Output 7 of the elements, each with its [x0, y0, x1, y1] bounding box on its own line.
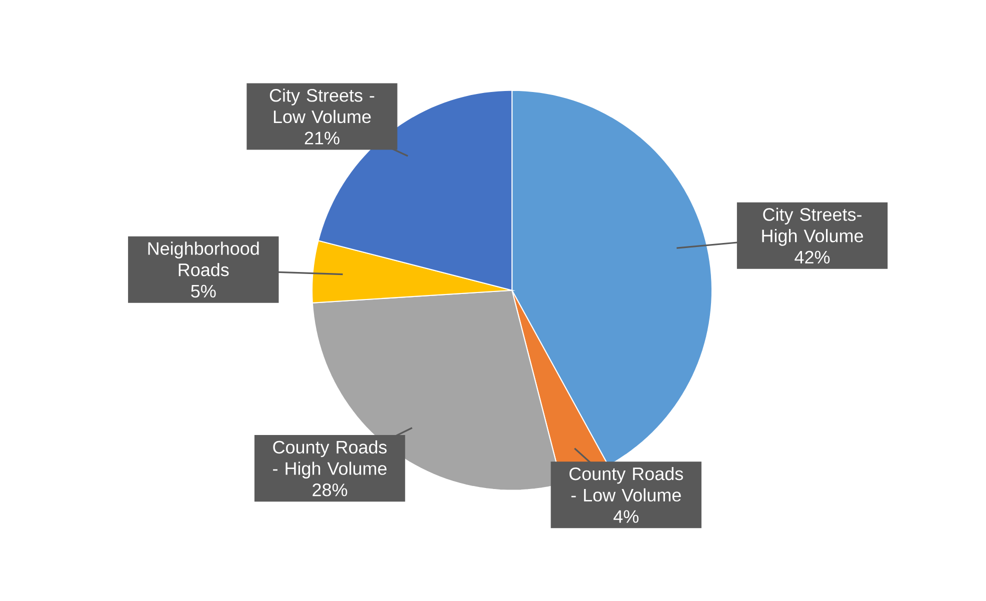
data-label: 5% [191, 284, 216, 298]
data-label: 42% [794, 250, 830, 264]
slice-label: Neighborhood Roads [148, 242, 259, 276]
data-label: 28% [312, 484, 348, 496]
slice-label: City Streets - Low Volume [270, 88, 374, 124]
slice-label: City Streets-High Volume [762, 208, 863, 246]
data-label: 4% [614, 510, 638, 523]
